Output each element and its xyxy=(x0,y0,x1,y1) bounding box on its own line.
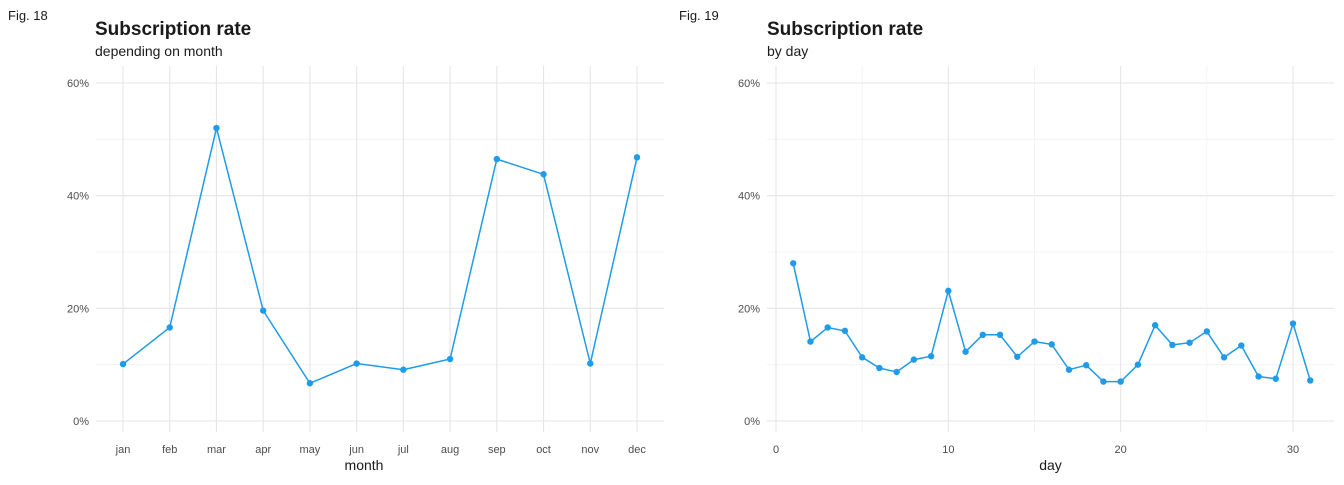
chart-panel-1: Fig. 18 Subscription rate depending on mon… xyxy=(8,8,664,473)
data-point xyxy=(858,354,866,361)
x-axis-label: month xyxy=(345,457,384,473)
x-tick-label: sep xyxy=(488,444,506,456)
x-tick-label: aug xyxy=(441,444,459,456)
y-grid xyxy=(767,82,1334,422)
data-point xyxy=(1048,341,1055,348)
data-point xyxy=(824,324,831,331)
data-point xyxy=(996,331,1004,339)
data-point xyxy=(446,355,454,363)
x-tick-label: jul xyxy=(397,444,409,456)
x-tick-label: 10 xyxy=(942,444,954,456)
data-point xyxy=(1083,362,1090,369)
data-point xyxy=(927,353,935,360)
data-point xyxy=(1220,354,1228,361)
data-point xyxy=(1169,341,1176,349)
y-tick-label: 20% xyxy=(738,303,760,315)
data-point xyxy=(1134,361,1142,368)
y-grid xyxy=(96,82,664,422)
figure-label: Fig. 19 xyxy=(679,8,719,23)
data-point xyxy=(119,360,127,368)
data-point xyxy=(166,324,173,331)
data-point xyxy=(1100,378,1107,385)
x-tick-label: feb xyxy=(162,444,177,456)
data-point xyxy=(306,380,314,387)
chart-title: Subscription rate xyxy=(95,19,251,40)
data-point xyxy=(1203,328,1211,335)
chart-panel-2: Fig. 19 Subscription rate by day 0% 20% 40% 60… xyxy=(679,8,1334,473)
data-point xyxy=(259,307,267,314)
y-tick-label: 0% xyxy=(744,416,760,428)
data-point xyxy=(962,348,969,355)
data-point xyxy=(1151,322,1159,329)
data-point xyxy=(1255,373,1262,380)
x-tick-label: apr xyxy=(255,444,271,456)
y-tick-label: 60% xyxy=(738,78,760,90)
x-grid xyxy=(122,66,638,432)
figure-label: Fig. 18 xyxy=(8,8,48,23)
data-point xyxy=(876,364,883,372)
chart-title: Subscription rate xyxy=(767,19,923,40)
x-axis-label: day xyxy=(1039,457,1062,473)
x-tick-label: may xyxy=(300,444,321,456)
x-tick-label: 30 xyxy=(1287,444,1299,456)
data-point xyxy=(807,338,814,345)
y-tick-label: 40% xyxy=(738,191,760,203)
x-tick-label: jan xyxy=(115,444,131,456)
data-point xyxy=(893,368,900,376)
data-point xyxy=(841,327,849,335)
x-grid xyxy=(775,66,1294,432)
y-tick-label: 60% xyxy=(67,78,89,90)
x-tick-label: 0 xyxy=(773,444,779,456)
x-tick-label: 20 xyxy=(1115,444,1127,456)
data-point xyxy=(790,260,797,267)
x-tick-label: jun xyxy=(348,444,364,456)
data-point xyxy=(587,360,594,367)
data-point xyxy=(493,155,501,163)
x-tick-label: nov xyxy=(581,444,599,456)
data-point xyxy=(1272,375,1279,382)
data-point xyxy=(1031,338,1038,345)
data-point xyxy=(1307,377,1314,384)
data-point xyxy=(910,356,918,363)
data-point xyxy=(400,366,407,373)
data-point xyxy=(633,154,641,161)
data-point xyxy=(1186,339,1193,346)
series-line xyxy=(122,127,638,385)
data-point xyxy=(213,124,220,132)
y-tick-label: 20% xyxy=(67,303,89,315)
chart-subtitle: depending on month xyxy=(95,43,223,59)
x-tick-label: oct xyxy=(536,444,551,456)
x-tick-label: dec xyxy=(628,444,646,456)
data-point xyxy=(979,331,986,339)
chart-subtitle: by day xyxy=(767,43,808,59)
y-tick-label: 0% xyxy=(73,416,89,428)
data-point xyxy=(1289,320,1297,327)
data-point xyxy=(540,171,547,178)
data-point xyxy=(1238,342,1245,349)
x-tick-label: mar xyxy=(207,444,226,456)
data-point xyxy=(1014,353,1021,360)
data-point xyxy=(1117,378,1124,385)
series-line xyxy=(792,263,1311,383)
data-point xyxy=(945,287,952,295)
data-point xyxy=(353,360,360,367)
data-point xyxy=(1065,366,1073,373)
y-tick-label: 40% xyxy=(67,191,89,203)
